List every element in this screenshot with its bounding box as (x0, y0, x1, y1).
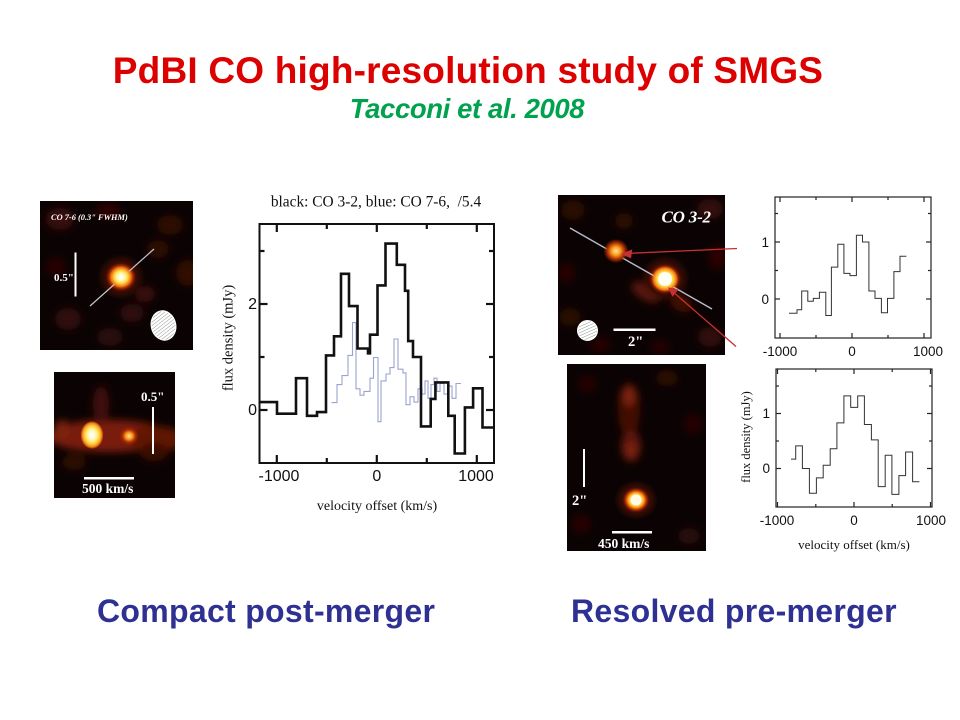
svg-text:2: 2 (248, 296, 257, 313)
svg-text:500 km/s: 500 km/s (82, 481, 133, 496)
svg-text:black: CO 3-2, blue: CO 7-6,: black: CO 3-2, blue: CO 7-6, /5.4 (271, 194, 482, 211)
svg-text:1: 1 (761, 235, 769, 250)
svg-text:CO 3-2: CO 3-2 (662, 208, 712, 227)
svg-text:flux density (mJy): flux density (mJy) (739, 391, 753, 483)
svg-text:velocity offset (km/s): velocity offset (km/s) (798, 537, 910, 552)
svg-text:0: 0 (761, 292, 769, 307)
svg-text:0.5": 0.5" (54, 272, 74, 284)
svg-text:flux density (mJy): flux density (mJy) (220, 285, 236, 391)
svg-text:-1000: -1000 (760, 513, 795, 528)
svg-text:0: 0 (848, 344, 856, 359)
svg-text:1000: 1000 (458, 468, 494, 485)
svg-text:2": 2" (628, 334, 643, 350)
svg-text:0: 0 (762, 461, 770, 476)
svg-text:0: 0 (248, 402, 257, 419)
svg-text:450 km/s: 450 km/s (598, 536, 649, 551)
svg-text:2": 2" (572, 493, 587, 509)
svg-text:velocity offset (km/s): velocity offset (km/s) (317, 499, 438, 514)
svg-text:1: 1 (762, 406, 770, 421)
svg-text:1000: 1000 (916, 513, 946, 528)
svg-text:0: 0 (372, 468, 381, 485)
svg-text:-1000: -1000 (763, 344, 798, 359)
svg-text:CO 7-6 (0.3" FWHM): CO 7-6 (0.3" FWHM) (51, 213, 128, 222)
svg-text:-1000: -1000 (259, 468, 300, 485)
svg-text:0: 0 (850, 513, 858, 528)
svg-text:1000: 1000 (913, 344, 943, 359)
svg-text:0.5": 0.5" (141, 389, 164, 404)
